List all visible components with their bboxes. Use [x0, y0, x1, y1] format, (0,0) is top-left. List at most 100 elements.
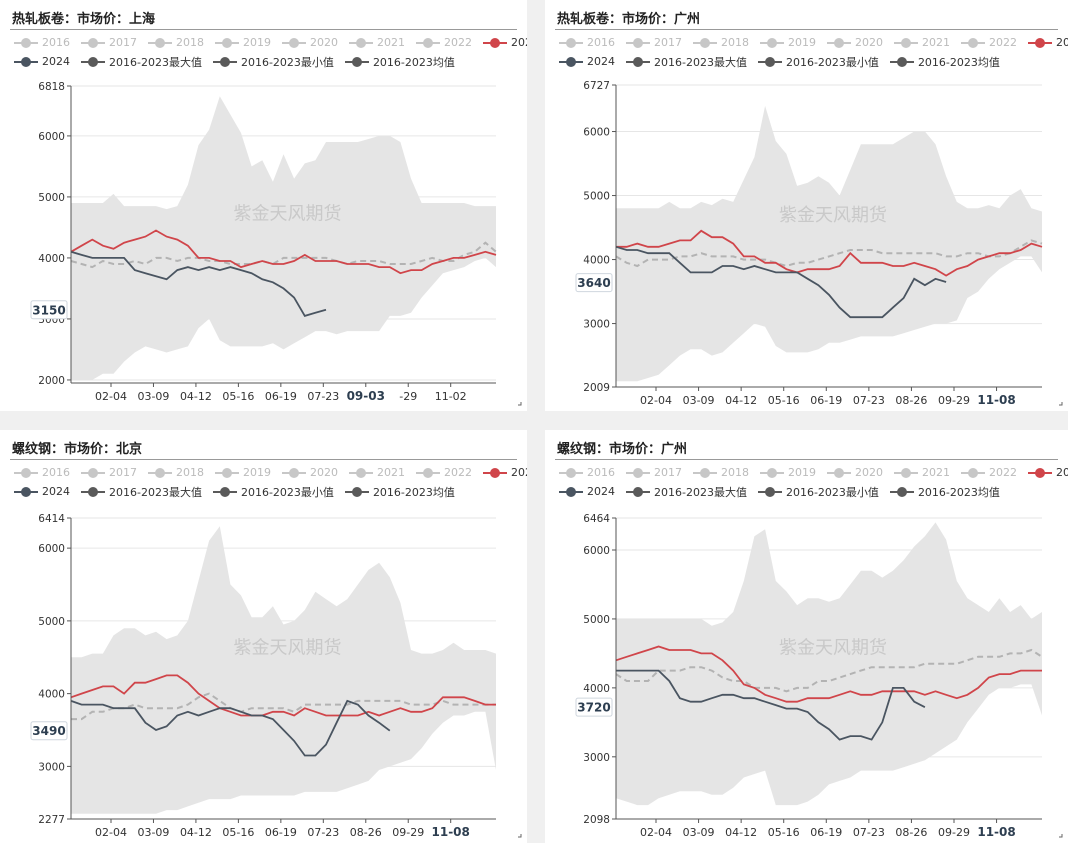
x-tick-label: 02-04 [640, 394, 672, 407]
legend-mean[interactable]: 2016-2023均值 [344, 484, 455, 500]
legend-2016[interactable]: 2016 [14, 466, 70, 479]
x-tick-label: 06-19 [265, 390, 297, 403]
legend-mean[interactable]: 2016-2023均值 [889, 484, 1000, 500]
resize-handle-icon[interactable] [1059, 402, 1063, 406]
legend-label: 2016-2023最大值 [654, 55, 747, 69]
legend-2019[interactable]: 2019 [215, 36, 271, 49]
legend-2023[interactable]: 2023 [483, 466, 527, 479]
legend-2021[interactable]: 2021 [349, 36, 405, 49]
legend-label: 2020 [310, 36, 338, 49]
legend-marker-icon [894, 37, 918, 48]
legend-2022[interactable]: 2022 [416, 466, 472, 479]
legend-label: 2016 [42, 466, 70, 479]
legend-label: 2016-2023最大值 [109, 485, 202, 499]
watermark: 紫金天风期货 [234, 204, 342, 225]
legend-label: 2017 [654, 466, 682, 479]
legend-label: 2018 [721, 466, 749, 479]
legend-mean[interactable]: 2016-2023均值 [889, 54, 1000, 70]
band-max-min-area [616, 522, 1042, 806]
legend-marker-icon [757, 486, 782, 497]
band-max-min-area [71, 96, 496, 380]
legend-min[interactable]: 2016-2023最小值 [757, 54, 879, 70]
legend-2021[interactable]: 2021 [894, 36, 950, 49]
legend-2016[interactable]: 2016 [559, 466, 615, 479]
y-tick-label: 6000 [38, 543, 65, 555]
legend-2024[interactable]: 2024 [559, 55, 615, 68]
resize-handle-icon[interactable] [518, 834, 522, 838]
legend-marker-icon [760, 467, 784, 478]
legend-2017[interactable]: 2017 [81, 36, 137, 49]
chart-svg: 2098 3000 4000 5000 6000 6464 紫金天风期货 02-04 03-09… [575, 513, 1063, 839]
legend-marker-icon [559, 56, 583, 67]
y-tick-label: 5000 [583, 191, 610, 203]
legend-2016[interactable]: 2016 [559, 36, 615, 49]
resize-handle-icon[interactable] [518, 402, 522, 406]
x-tick-label: 07-23 [307, 390, 339, 403]
legend-mean[interactable]: 2016-2023均值 [344, 54, 455, 70]
legend-marker-icon [282, 467, 306, 478]
legend-marker-icon [693, 467, 717, 478]
legend-2020[interactable]: 2020 [827, 36, 883, 49]
legend-2024[interactable]: 2024 [14, 55, 70, 68]
legend-label: 2021 [377, 466, 405, 479]
legend-max[interactable]: 2016-2023最大值 [81, 54, 202, 70]
legend-label: 2016 [587, 466, 615, 479]
legend-label: 2016 [587, 36, 615, 49]
series-mean-line [70, 241, 497, 269]
y-tick-label: 5000 [38, 192, 65, 204]
chart-title: 热轧板卷：市场价：广州 [557, 12, 701, 27]
legend-2018[interactable]: 2018 [148, 36, 204, 49]
legend-max[interactable]: 2016-2023最大值 [626, 484, 747, 500]
legend-2020[interactable]: 2020 [827, 466, 883, 479]
legend-2018[interactable]: 2018 [148, 466, 204, 479]
legend-2023[interactable]: 2023 [483, 36, 527, 49]
legend-2016[interactable]: 2016 [14, 36, 70, 49]
legend-marker-icon [961, 467, 985, 478]
legend-marker-icon [215, 37, 239, 48]
legend-min[interactable]: 2016-2023最小值 [212, 54, 334, 70]
series-2024-line [70, 699, 391, 757]
legend-2019[interactable]: 2019 [760, 466, 816, 479]
legend-marker-icon [693, 37, 717, 48]
legend-max[interactable]: 2016-2023最大值 [81, 484, 202, 500]
legend-2017[interactable]: 2017 [626, 36, 682, 49]
legend-2021[interactable]: 2021 [349, 466, 405, 479]
y-axis-pointer-label: 3640 [575, 273, 613, 293]
legend-2019[interactable]: 2019 [760, 36, 816, 49]
legend-2024[interactable]: 2024 [14, 485, 70, 498]
legend-2022[interactable]: 2022 [961, 466, 1017, 479]
legend-marker-icon [889, 56, 914, 67]
legend-2024[interactable]: 2024 [559, 485, 615, 498]
y-axis-pointer-label: 3490 [30, 721, 68, 741]
legend-2023[interactable]: 2023 [1028, 466, 1068, 479]
legend-2017[interactable]: 2017 [626, 466, 682, 479]
series-2023-line [70, 674, 496, 717]
legend-2022[interactable]: 2022 [416, 36, 472, 49]
legend-min[interactable]: 2016-2023最小值 [212, 484, 334, 500]
legend-marker-icon [827, 467, 851, 478]
legend-2021[interactable]: 2021 [894, 466, 950, 479]
legend-marker-icon [559, 467, 583, 478]
resize-handle-icon[interactable] [1059, 834, 1063, 838]
legend-min[interactable]: 2016-2023最小值 [757, 484, 879, 500]
x-tick-label: -29 [399, 390, 417, 403]
legend-max[interactable]: 2016-2023最大值 [626, 54, 747, 70]
watermark: 紫金天风期货 [234, 637, 342, 658]
legend-2022[interactable]: 2022 [961, 36, 1017, 49]
legend-label: 2023 [511, 36, 527, 49]
legend-2020[interactable]: 2020 [282, 466, 338, 479]
legend-2018[interactable]: 2018 [693, 466, 749, 479]
chart-title: 螺纹钢：市场价：广州 [557, 442, 688, 457]
legend-2019[interactable]: 2019 [215, 466, 271, 479]
legend-marker-icon [282, 37, 306, 48]
x-tick-label: 03-09 [683, 826, 715, 839]
legend-label: 2018 [721, 36, 749, 49]
band-max-min-area [616, 105, 1042, 382]
y-tick-label: 2098 [583, 814, 610, 826]
legend-2020[interactable]: 2020 [282, 36, 338, 49]
legend-label: 2022 [989, 466, 1017, 479]
title-divider [555, 29, 1058, 30]
legend-2017[interactable]: 2017 [81, 466, 137, 479]
legend-2023[interactable]: 2023 [1028, 36, 1068, 49]
legend-2018[interactable]: 2018 [693, 36, 749, 49]
